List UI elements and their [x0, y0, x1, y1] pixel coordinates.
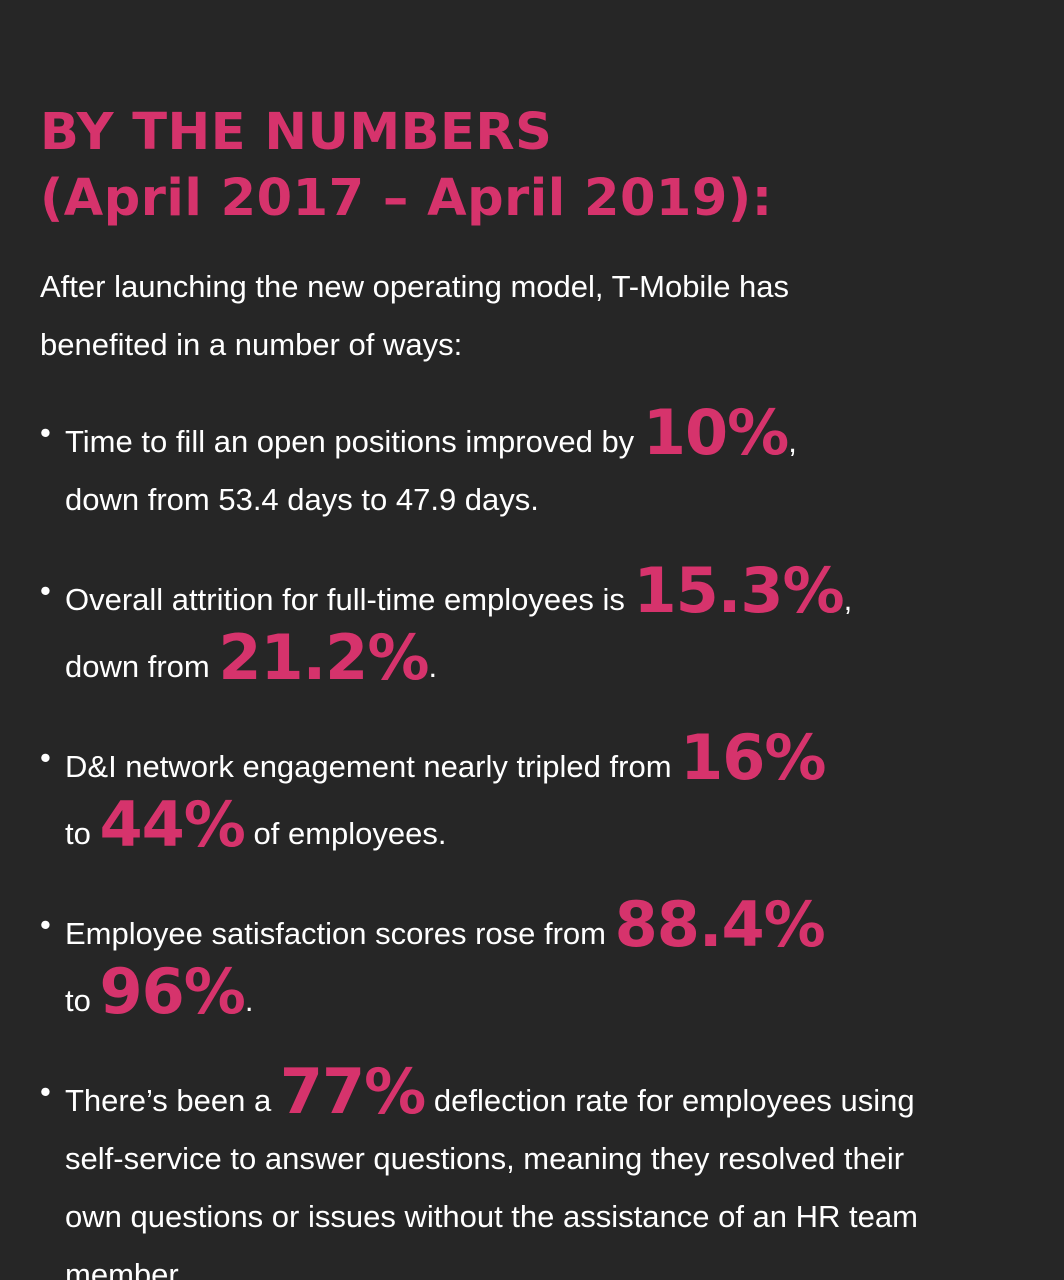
list-item-dni-engagement: • D&I network engagement nearly tripled …	[40, 727, 1040, 863]
stat-highlight: 21.2%	[218, 621, 429, 694]
title-line-2: (April 2017 – April 2019):	[40, 169, 773, 228]
bullet-text: down from	[65, 649, 219, 684]
bullet-text: to	[65, 983, 100, 1018]
bullet-text: D&I network engagement nearly tripled fr…	[65, 749, 681, 784]
intro-line-2: benefited in a number of ways:	[40, 327, 463, 362]
stat-highlight: 96%	[99, 955, 245, 1028]
list-item-time-to-fill: • Time to fill an open positions improve…	[40, 402, 1040, 529]
page-title: BY THE NUMBERS (April 2017 – April 2019)…	[40, 100, 773, 232]
bullet-icon: •	[40, 573, 51, 608]
bullet-text: self-service to answer questions, meanin…	[65, 1141, 905, 1176]
bullet-text: own questions or issues without the assi…	[65, 1199, 918, 1234]
bullet-text: ,	[788, 424, 797, 459]
stat-highlight: 10%	[642, 396, 789, 469]
bullet-text: .	[428, 649, 438, 684]
bullet-text: deflection rate for employees using	[425, 1083, 915, 1118]
bullet-text: ,	[843, 582, 853, 617]
stat-highlight: 15.3%	[633, 554, 845, 627]
bullet-icon: •	[40, 1074, 51, 1109]
list-item-satisfaction: • Employee satisfaction scores rose from…	[40, 894, 1040, 1030]
bullet-text: of employees.	[244, 816, 447, 851]
bullet-text: to	[65, 816, 100, 851]
intro-paragraph: After launching the new operating model,…	[40, 258, 1000, 374]
stat-highlight: 88.4%	[614, 888, 826, 961]
stat-highlight: 44%	[99, 788, 245, 861]
list-item-attrition: • Overall attrition for full-time employ…	[40, 560, 1040, 696]
bullet-text: .	[244, 983, 254, 1018]
stats-list: • Time to fill an open positions improve…	[40, 402, 1040, 1280]
bullet-icon: •	[40, 907, 51, 942]
stat-highlight: 16%	[680, 721, 826, 794]
bullet-text: Overall attrition for full-time employee…	[65, 582, 634, 617]
intro-line-1: After launching the new operating model,…	[40, 269, 790, 304]
bullet-text: There’s been a	[65, 1083, 280, 1118]
title-line-1: BY THE NUMBERS	[40, 103, 553, 162]
list-item-deflection: • There’s been a 77% deflection rate for…	[40, 1061, 1040, 1280]
bullet-text: Time to fill an open positions improved …	[65, 424, 643, 459]
bullet-icon: •	[40, 740, 51, 775]
bullet-text: down from 53.4 days to 47.9 days.	[65, 482, 539, 517]
stat-highlight: 77%	[279, 1055, 426, 1128]
bullet-text: Employee satisfaction scores rose from	[65, 916, 615, 951]
bullet-text: member.	[65, 1257, 186, 1280]
bullet-icon: •	[40, 415, 51, 450]
